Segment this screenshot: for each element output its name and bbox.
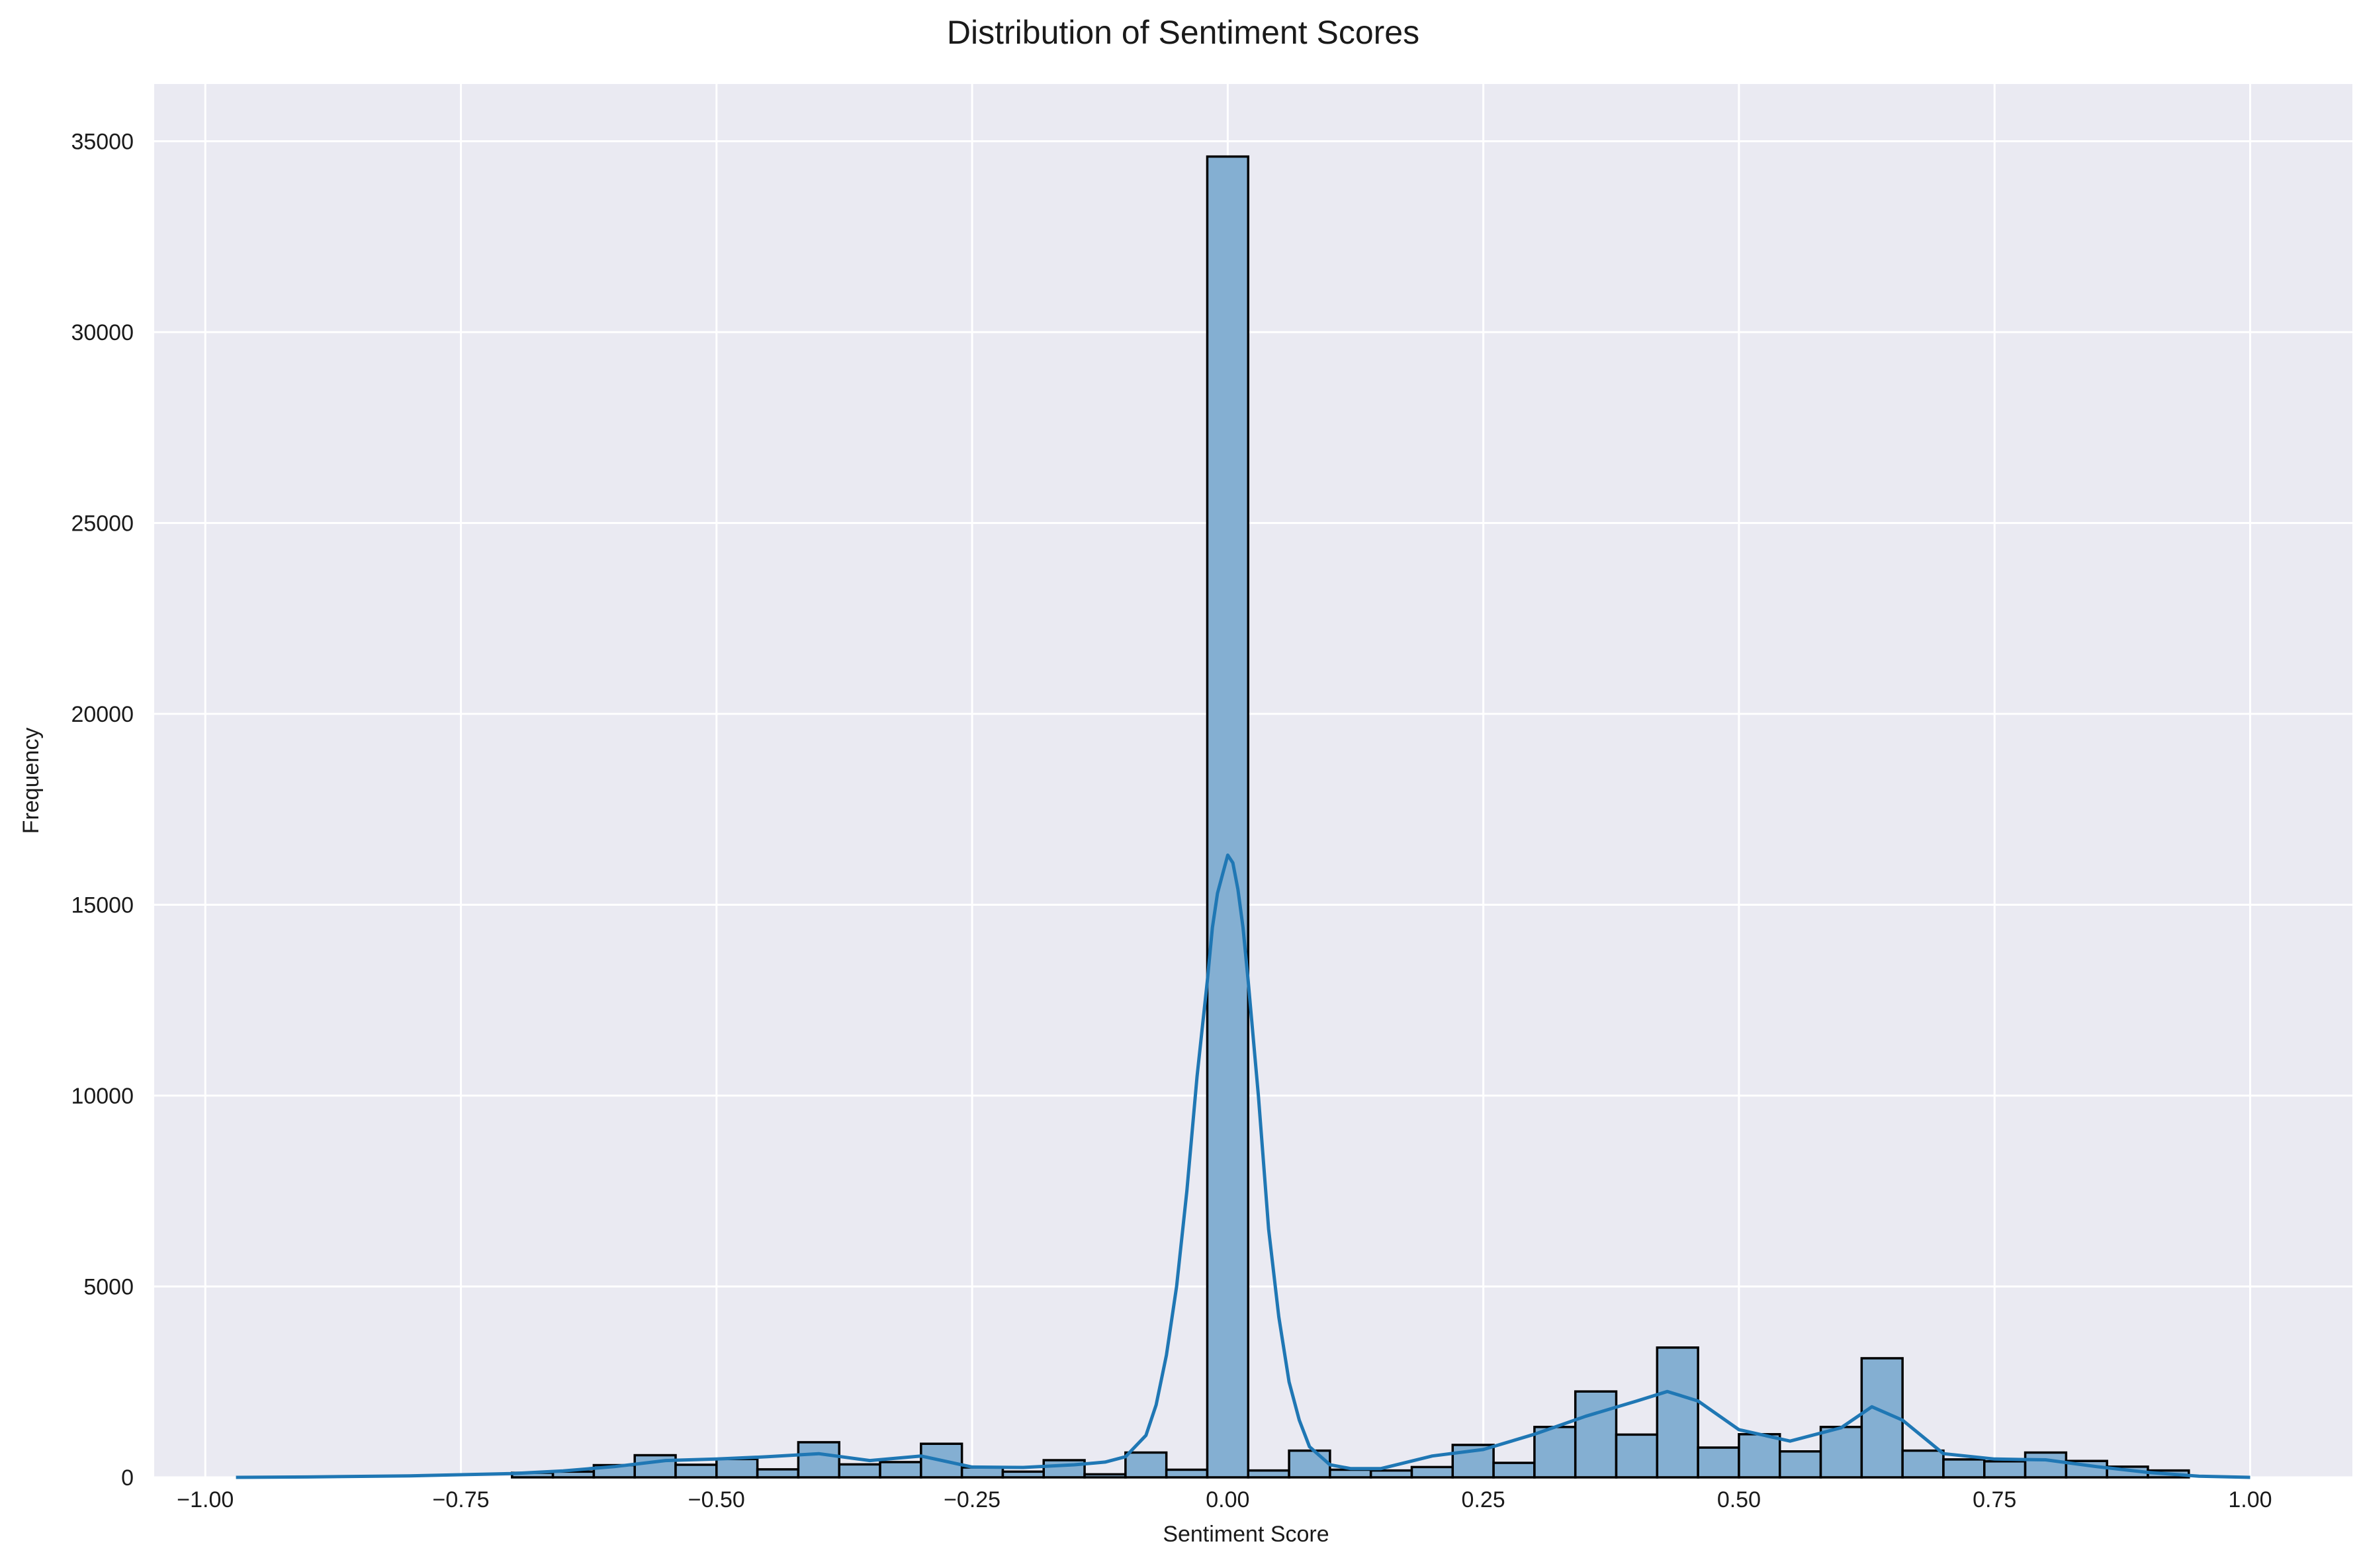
y-tick-label: 0 [121, 1465, 134, 1491]
x-tick-label: 0.25 [1462, 1487, 1505, 1512]
histogram-bar [1124, 1451, 1168, 1479]
histogram-bar [1819, 1426, 1863, 1479]
x-tick-label: −0.75 [433, 1487, 490, 1512]
histogram-bar [633, 1454, 677, 1479]
histogram-bar [797, 1441, 840, 1479]
histogram-bar [1042, 1459, 1086, 1479]
x-tick-label: 0.75 [1973, 1487, 2016, 1512]
y-axis-ticks: 0 5000 10000 15000 20000 25000 30000 35000 [71, 130, 134, 1491]
histogram-bar [1574, 1390, 1618, 1479]
y-tick-label: 35000 [71, 130, 134, 155]
histogram-bar [1492, 1461, 1536, 1479]
histogram-bar [1615, 1433, 1659, 1479]
y-tick-label: 25000 [71, 511, 134, 537]
histogram-bar [879, 1461, 922, 1479]
x-tick-label: −0.50 [688, 1487, 745, 1512]
plot-area [154, 84, 2352, 1477]
histogram-bar [1083, 1473, 1127, 1479]
y-axis-label: Frequency [19, 728, 44, 834]
histogram-bar [1369, 1469, 1413, 1479]
x-axis-ticks: −1.00 −0.75 −0.50 −0.25 0.00 0.25 0.50 0.75 1.00 [177, 1487, 2272, 1512]
histogram-bar [1942, 1458, 1986, 1479]
x-tick-label: −1.00 [177, 1487, 234, 1512]
x-tick-label: 0.50 [1717, 1487, 1761, 1512]
histogram-bar [2024, 1451, 2068, 1479]
histogram-bar [1247, 1469, 1290, 1479]
chart-title: Distribution of Sentiment Scores [947, 14, 1419, 51]
histogram-bar [1165, 1468, 1209, 1479]
histogram-bar [1778, 1450, 1822, 1479]
y-tick-label: 20000 [71, 702, 134, 727]
histogram-bar [1206, 155, 1250, 1479]
histogram-bar [1738, 1433, 1781, 1479]
histogram-bar [838, 1463, 881, 1479]
y-tick-label: 30000 [71, 320, 134, 345]
x-tick-label: −0.25 [944, 1487, 1001, 1512]
histogram-bar [1656, 1346, 1699, 1479]
histogram-bar [1901, 1449, 1945, 1479]
histogram-bar [1697, 1446, 1740, 1479]
grid-lines [154, 84, 2352, 1479]
histogram-bar [674, 1463, 718, 1479]
y-tick-label: 10000 [71, 1084, 134, 1109]
x-tick-label: 0.00 [1206, 1487, 1249, 1512]
histogram-bar [1410, 1465, 1454, 1479]
histogram-bar [1983, 1460, 2027, 1479]
histogram-bar [1288, 1449, 1331, 1479]
y-tick-label: 15000 [71, 893, 134, 918]
y-tick-label: 5000 [83, 1275, 134, 1300]
histogram-bar [756, 1468, 800, 1479]
kde-curve [236, 853, 2250, 1479]
histogram-bar [960, 1466, 1004, 1479]
histogram-bar [1533, 1426, 1577, 1479]
x-axis-label: Sentiment Score [1163, 1522, 1329, 1547]
x-tick-label: 1.00 [2228, 1487, 2272, 1512]
histogram-bar [1001, 1470, 1046, 1479]
kde-curve-group [236, 853, 2250, 1479]
histogram-bar [715, 1458, 759, 1479]
histogram-bar [1329, 1468, 1372, 1479]
